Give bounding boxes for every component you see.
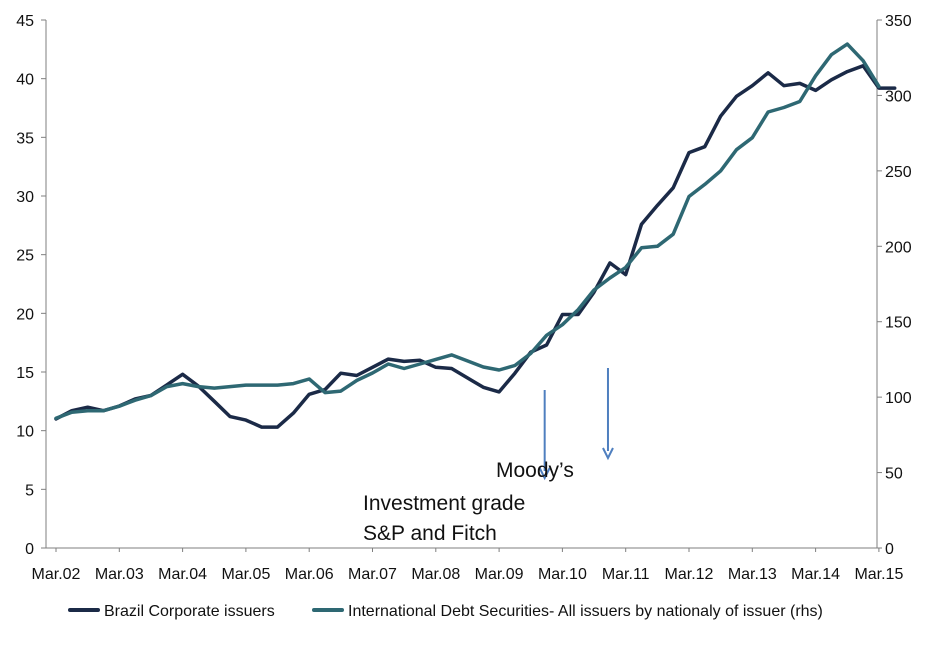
- x-tick-label: Mar.05: [221, 566, 270, 583]
- y-left-tick-label: 40: [16, 72, 34, 89]
- y-left-tick-label: 5: [25, 482, 34, 499]
- y-right-tick-label: 0: [885, 541, 894, 558]
- x-tick-label: Mar.07: [348, 566, 397, 583]
- y-right-tick-label: 250: [885, 164, 912, 181]
- y-left-tick-label: 10: [16, 424, 34, 441]
- x-tick-label: Mar.02: [32, 566, 81, 583]
- annotation-arrow-2-head: [602, 447, 614, 461]
- y-right-tick-label: 350: [885, 13, 912, 30]
- y-left-tick-label: 30: [16, 189, 34, 206]
- y-left-tick-label: 35: [16, 130, 34, 147]
- y-right-tick-label: 200: [885, 239, 912, 256]
- annotation-text-2: Moody’s: [496, 459, 574, 482]
- y-right-tick-label: 150: [885, 315, 912, 332]
- annotation-text-1: Investment grade: [363, 492, 525, 515]
- x-tick-label: Mar.03: [95, 566, 144, 583]
- x-tick-label: Mar.09: [475, 566, 524, 583]
- x-tick-label: Mar.08: [411, 566, 460, 583]
- x-tick-label: Mar.10: [538, 566, 587, 583]
- y-right-tick-label: 100: [885, 390, 912, 407]
- y-left-tick-label: 20: [16, 306, 34, 323]
- x-tick-label: Mar.04: [158, 566, 207, 583]
- legend-label-2: International Debt Securities- All issue…: [348, 603, 823, 620]
- x-tick-label: Mar.11: [602, 566, 650, 583]
- y-right-tick-label: 50: [885, 466, 903, 483]
- y-left-tick-label: 25: [16, 248, 34, 265]
- series-line-1: [54, 64, 897, 429]
- y-left-tick-label: 45: [16, 13, 34, 30]
- y-left-tick-label: 0: [25, 541, 34, 558]
- y-right-tick-label: 300: [885, 88, 912, 105]
- x-tick-label: Mar.15: [854, 566, 903, 583]
- x-tick-label: Mar.06: [285, 566, 334, 583]
- annotation-arrow-1-head: [538, 467, 551, 481]
- series-line-2: [54, 42, 881, 421]
- x-tick-label: Mar.14: [791, 566, 840, 583]
- x-tick-label: Mar.12: [665, 566, 714, 583]
- y-left-tick-label: 15: [16, 365, 34, 382]
- x-tick-label: Mar.13: [728, 566, 777, 583]
- annotation-text-1: S&P and Fitch: [363, 522, 497, 545]
- legend-label-1: Brazil Corporate issuers: [104, 603, 275, 620]
